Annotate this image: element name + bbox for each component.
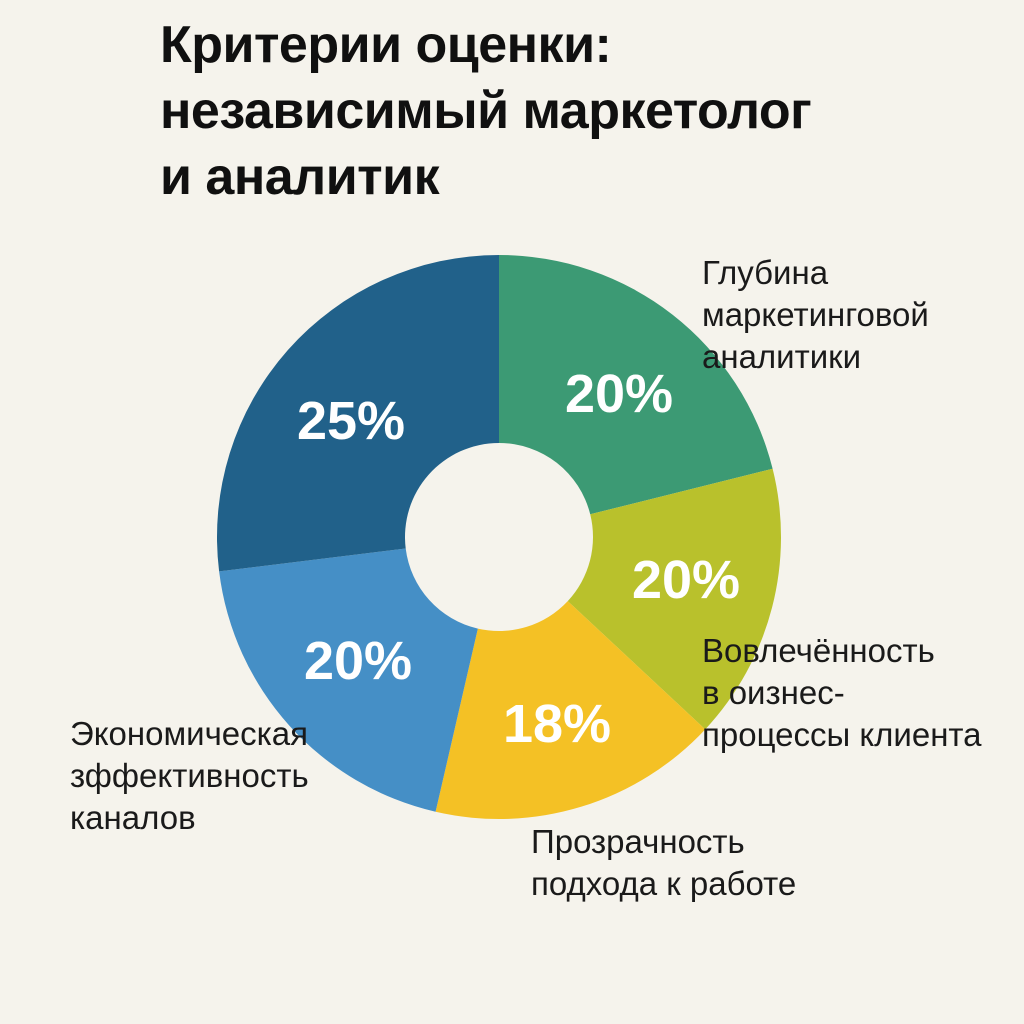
donut-segment-5 [217,255,499,572]
donut-segment-4 [219,548,478,812]
page-title: Критерии оценки: независимый маркетолог … [160,16,812,206]
donut-segment-3 [435,601,706,819]
segment-callout-label: Глубина маркетинговой аналитики [702,254,929,375]
segment-callout-label: Экономическая зффективность каналов [70,715,309,836]
percent-label: 25% [296,391,406,451]
segment-callout-label: Вовлечённость в оизнес- процессы клиента [702,632,982,753]
donut-segment-2 [567,468,781,730]
segment-callout-label: Прозрачность подхода к работе [531,823,797,902]
percent-label: 20% [564,364,674,424]
percent-label: 20% [631,550,741,610]
percent-label: 20% [303,631,413,691]
percent-label: 18% [502,694,612,754]
donut-segment-1 [499,255,773,515]
